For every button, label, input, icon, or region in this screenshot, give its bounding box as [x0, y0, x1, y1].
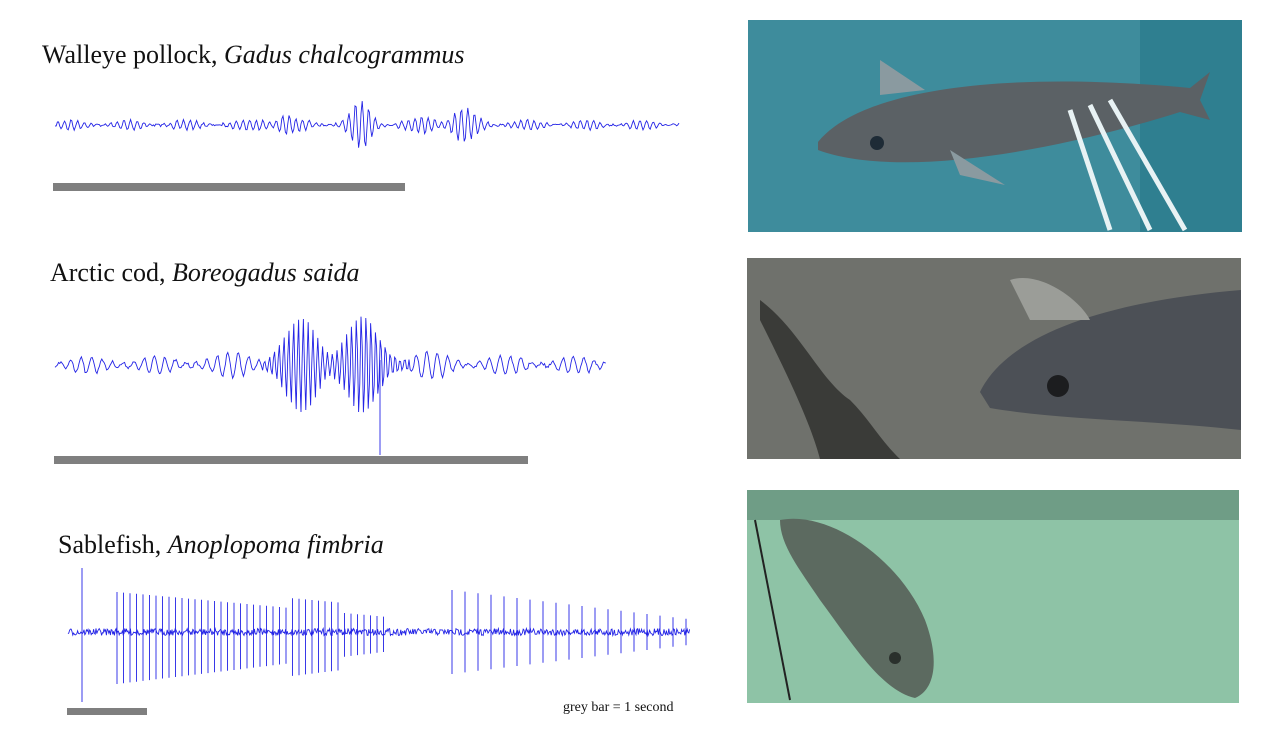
scale-bar: [67, 708, 147, 715]
fin: [1010, 278, 1090, 320]
species-label: Arctic cod, Boreogadus saida: [50, 258, 360, 287]
species-label: Walleye pollock, Gadus chalcogrammus: [42, 40, 465, 69]
cable: [754, 519, 791, 701]
scale-bar: [53, 183, 405, 191]
scientific-name: Boreogadus saida: [172, 258, 360, 287]
shadow: [760, 300, 900, 459]
waveform: [54, 316, 606, 455]
photo: [748, 20, 1242, 232]
scientific-name: Gadus chalcogrammus: [224, 40, 465, 69]
photo-wall: [1140, 20, 1242, 232]
photo: [747, 490, 1239, 703]
eye: [889, 652, 901, 664]
common-name: Arctic cod,: [50, 258, 172, 287]
photo-edge: [747, 490, 1239, 520]
fin: [950, 150, 1005, 185]
scale-bar: [54, 456, 528, 464]
eye: [1047, 375, 1069, 397]
fish: [980, 290, 1241, 430]
fin: [880, 60, 925, 95]
species-label: Sablefish, Anoplopoma fimbria: [58, 530, 384, 559]
common-name: Sablefish,: [58, 530, 168, 559]
photo: [747, 258, 1241, 459]
reflection: [1067, 98, 1188, 232]
fish: [818, 72, 1210, 163]
caption: grey bar = 1 second: [563, 700, 674, 715]
eye: [870, 136, 884, 150]
waveform: [54, 101, 680, 148]
common-name: Walleye pollock,: [42, 40, 224, 69]
scientific-name: Anoplopoma fimbria: [166, 530, 384, 559]
waveform: [67, 568, 691, 702]
